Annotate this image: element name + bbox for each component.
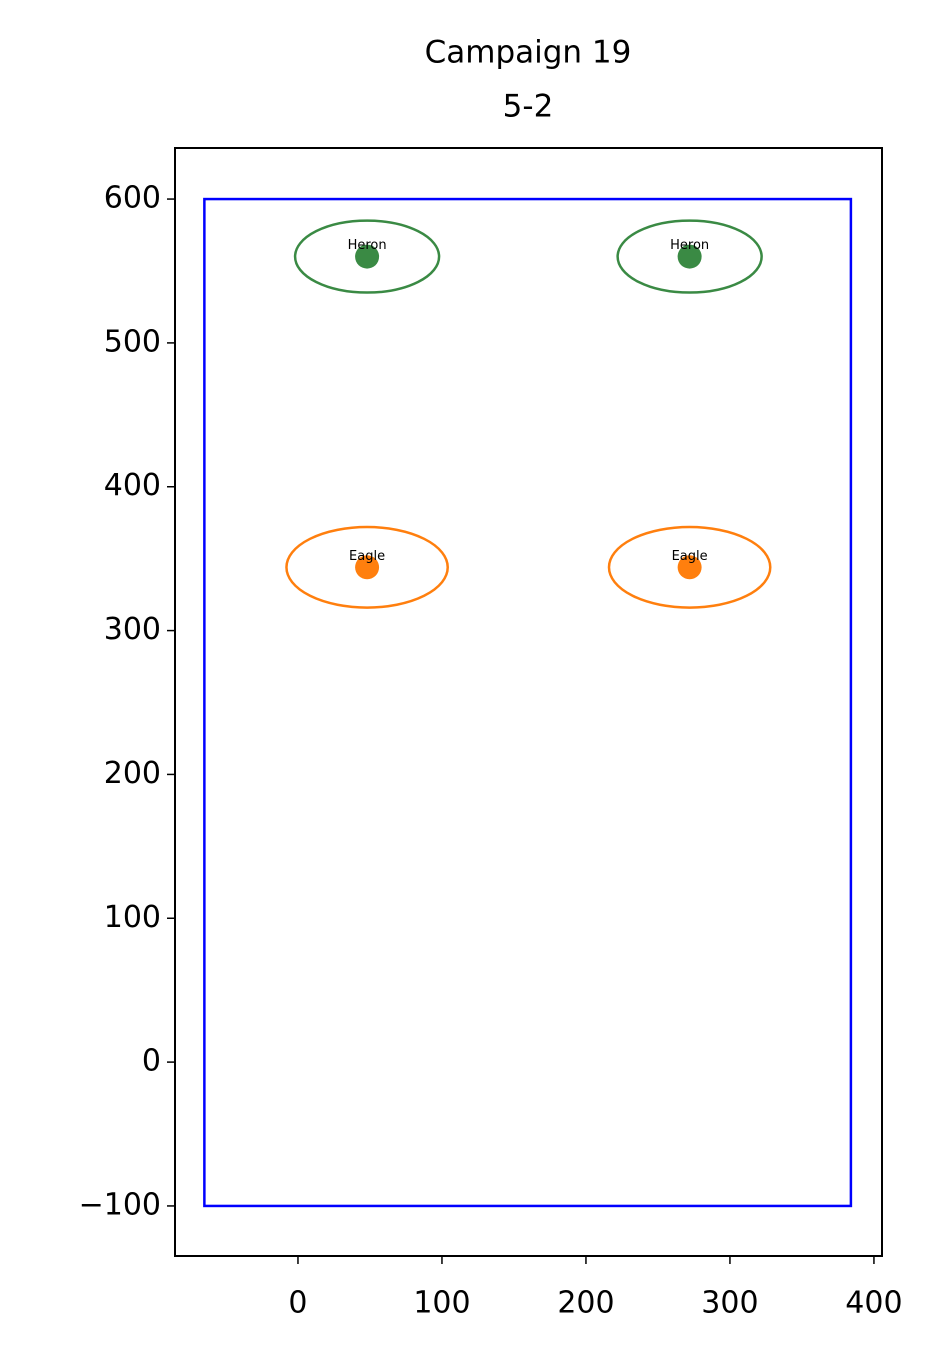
chart-subtitle: 5-2: [503, 89, 554, 125]
ellipse: [293, 219, 441, 294]
chart-title: Campaign 19: [425, 35, 632, 71]
point-label: Heron: [670, 238, 709, 253]
y-tick-label: 300: [104, 612, 161, 647]
axes-frame: [174, 147, 883, 1257]
x-tick-label: 400: [845, 1286, 902, 1321]
point-label: Eagle: [349, 549, 385, 564]
point: [355, 244, 380, 269]
point: [677, 555, 702, 580]
x-tick-label: 0: [288, 1286, 307, 1321]
y-tick-label: 0: [142, 1044, 161, 1079]
ellipse: [616, 219, 763, 294]
x-tick-label: 100: [413, 1286, 470, 1321]
boundary: [203, 197, 853, 1208]
point-label: Heron: [348, 238, 387, 253]
x-tick-label: 200: [557, 1286, 614, 1321]
y-tick-label: 100: [104, 900, 161, 935]
ellipse: [607, 525, 772, 609]
y-tick-label: 200: [104, 756, 161, 791]
x-tick-label: 300: [701, 1286, 758, 1321]
ellipse: [285, 525, 449, 609]
point: [355, 555, 380, 580]
y-tick-label: −100: [79, 1187, 161, 1222]
y-tick-label: 600: [104, 181, 161, 216]
y-tick-label: 400: [104, 468, 161, 503]
point: [677, 244, 702, 269]
y-tick-label: 500: [104, 324, 161, 359]
point-label: Eagle: [672, 549, 708, 564]
